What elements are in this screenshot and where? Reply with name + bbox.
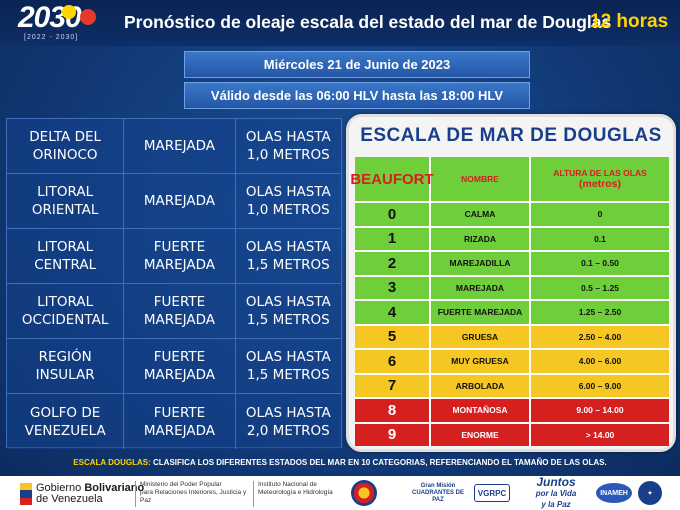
logo-2030: 2030 [2022 - 2030] [18,3,106,43]
scale-table: BEAUFORT NOMBRE ALTURA DE LAS OLAS (metro… [350,157,669,446]
wave-height-range: 9.00 – 14.00 [576,405,624,416]
sea-state-name: ENORME [431,423,531,446]
sea-state-cell: FUERTE MAREJADA [124,339,236,393]
beaufort-level: 8 [355,399,431,422]
beaufort-level: 3 [355,276,431,299]
institute-logo: Instituto Nacional de Meteorología e Hid… [253,481,343,507]
scale-row: 8 MONTAÑOSA 9.00 – 14.00 [355,397,669,422]
sea-state-name: MUY GRUESA [431,350,531,373]
height-header: ALTURA DE LAS OLAS (metros) [553,168,647,190]
region-cell: LITORAL OCCIDENTAL [7,284,125,338]
logo-period: [2022 - 2030] [24,34,79,41]
region-cell: LITORAL ORIENTAL [7,174,125,228]
sea-state-cell: FUERTE MAREJADA [124,229,236,283]
sea-state-name: MAREJADA [431,276,531,299]
region-cell: REGIÓN INSULAR [7,339,125,393]
beaufort-level: 6 [355,350,431,373]
gobierno-logo: Gobierno Bolivariano de Venezuela [20,482,144,506]
cuadrantes-de-paz-logo: Gran Misión CUADRANTES DE PAZ [411,482,464,503]
region-cell: LITORAL CENTRAL [7,229,125,283]
wave-height-range: 0 [597,209,603,220]
wave-height-range: 1.25 – 2.50 [578,307,622,318]
table-row: LITORAL CENTRAL FUERTE MAREJADA OLAS HAS… [7,229,341,284]
header: 2030 [2022 - 2030] Pronóstico de oleaje … [0,0,680,46]
douglas-scale-card: ESCALA DE MAR DE DOUGLAS BEAUFORT NOMBRE… [346,114,676,452]
wave-height-cell: OLAS HASTA 2,0 METROS [245,404,331,439]
sea-state-cell: MAREJADA [124,174,236,228]
sea-state-name: MAREJADILLA [431,252,531,275]
sea-state-name: CALMA [431,203,531,226]
beaufort-level: 7 [355,374,431,397]
wave-height-cell: OLAS HASTA 1,0 METROS [245,184,331,218]
wave-height-cell: OLAS HASTA 1,0 METROS [245,129,331,163]
table-row: LITORAL OCCIDENTAL FUERTE MAREJADA OLAS … [7,284,341,339]
wave-height-cell: OLAS HASTA 1,5 METROS [245,239,331,273]
sea-state-name: FUERTE MAREJADA [431,301,531,324]
region-cell: GOLFO DE VENEZUELA [7,394,125,449]
sea-state-cell: MAREJADA [124,119,236,173]
name-header: NOMBRE [431,157,531,201]
wave-height-cell: OLAS HASTA 1,5 METROS [245,349,331,383]
shield-icon: ✦ [638,481,662,505]
sea-state-name: MONTAÑOSA [431,399,531,422]
wave-height-range: 0.5 – 1.25 [581,282,619,293]
ministry-logo: Ministerio del Poder Popular para Relaci… [135,481,251,507]
beaufort-level: 5 [355,325,431,348]
table-row: GOLFO DE VENEZUELA FUERTE MAREJADA OLAS … [7,394,341,449]
wave-height-range: 4.00 – 6.00 [578,356,622,367]
wave-height-range: 0.1 – 0.50 [581,258,619,269]
date-banner: Miércoles 21 de Junio de 2023 [184,51,530,78]
national-emblem-icon [350,479,378,507]
wave-height-range: 0.1 [594,233,606,244]
sea-state-cell: FUERTE MAREJADA [124,394,236,449]
scale-row: 4 FUERTE MAREJADA 1.25 – 2.50 [355,299,669,324]
sea-state-cell: FUERTE MAREJADA [124,284,236,338]
beaufort-level: 0 [355,203,431,226]
scale-row: 2 MAREJADILLA 0.1 – 0.50 [355,250,669,275]
page-title: Pronóstico de oleaje escala del estado d… [124,12,612,32]
beaufort-level: 1 [355,227,431,250]
footnote: ESCALA DOUGLAS: CLASIFICA LOS DIFERENTES… [0,458,680,467]
wave-height-range: 2.50 – 4.00 [578,331,622,342]
logo-star-icon [62,5,76,19]
scale-row: 0 CALMA 0 [355,201,669,226]
beaufort-header: BEAUFORT [350,157,434,201]
inameh-badge-logo: INAMEH [596,483,632,503]
wave-height-range: 6.00 – 9.00 [578,380,622,391]
scale-row: 3 MAREJADA 0.5 – 1.25 [355,274,669,299]
logo-sun-icon [80,9,96,25]
scale-row: 6 MUY GRUESA 4.00 – 6.00 [355,348,669,373]
sea-state-name: ARBOLADA [431,374,531,397]
region-cell: DELTA DEL ORINOCO [7,119,125,173]
validity-banner: Válido desde las 06:00 HLV hasta las 18:… [184,82,530,109]
sea-state-name: GRUESA [431,325,531,348]
scale-header-row: BEAUFORT NOMBRE ALTURA DE LAS OLAS (metro… [350,157,669,201]
footnote-text: CLASIFICA LOS DIFERENTES ESTADOS DEL MAR… [153,458,607,467]
beaufort-level: 9 [355,423,431,446]
table-row: LITORAL ORIENTAL MAREJADA OLAS HASTA 1,0… [7,174,341,229]
forecast-table: DELTA DEL ORINOCO MAREJADA OLAS HASTA 1,… [6,118,342,449]
vgrpc-logo: VGRPC [474,484,510,502]
scale-row: 1 RIZADA 0.1 [355,225,669,250]
table-row: REGIÓN INSULAR FUERTE MAREJADA OLAS HAST… [7,339,341,394]
venezuela-flag-icon [20,483,32,505]
table-row: DELTA DEL ORINOCO MAREJADA OLAS HASTA 1,… [7,119,341,174]
footnote-label: ESCALA DOUGLAS: [73,458,151,467]
sea-state-name: RIZADA [431,227,531,250]
beaufort-level: 2 [355,252,431,275]
scale-rows: 0 CALMA 0 1 RIZADA 0.1 2 MAREJADILLA 0.1 – 0.50 3… [355,201,669,446]
forecast-hours: 12 horas [590,11,669,32]
height-unit: (metros) [578,178,621,190]
wave-height-range: > 14.00 [585,429,615,440]
footer: Gobierno Bolivariano de Venezuela Minist… [0,476,680,510]
scale-row: 5 GRUESA 2.50 – 4.00 [355,323,669,348]
scale-title: ESCALA DE MAR DE DOUGLAS [360,125,662,146]
beaufort-level: 4 [355,301,431,324]
wave-height-cell: OLAS HASTA 1,5 METROS [245,294,331,328]
scale-row: 7 ARBOLADA 6.00 – 9.00 [355,372,669,397]
scale-row: 9 ENORME > 14.00 [355,421,669,446]
juntos-por-la-vida-logo: Juntos por la Vida y la Paz [535,474,577,509]
